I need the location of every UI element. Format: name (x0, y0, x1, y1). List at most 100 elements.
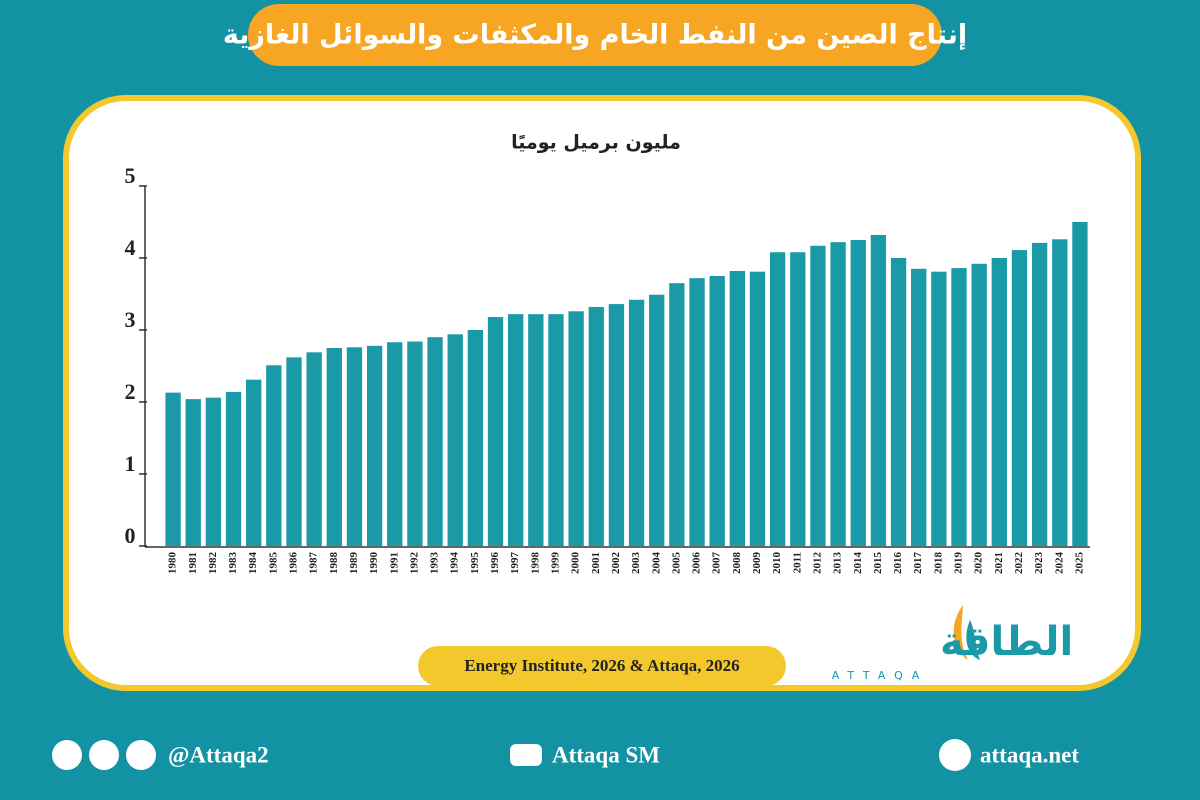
x-tick-label: 2023 (1033, 552, 1045, 575)
x-tick-label: 1984 (247, 552, 259, 575)
bar (447, 334, 463, 546)
title: إنتاج الصين من النفط الخام والمكثفات وال… (223, 20, 967, 51)
bar (1072, 222, 1088, 546)
youtube-icon (510, 744, 542, 766)
x-tick-label: 2011 (791, 552, 803, 573)
x-tick-label: 2014 (852, 552, 864, 575)
x-tick-label: 2007 (711, 552, 723, 575)
bar (971, 263, 987, 546)
bar (649, 294, 665, 546)
bar (628, 299, 645, 546)
x-tick-label: 2015 (872, 552, 884, 575)
x-tick-label: 2000 (570, 552, 582, 575)
x-tick-label: 2013 (832, 552, 844, 575)
x-tick-label: 1987 (308, 552, 320, 575)
source-pill (418, 646, 786, 686)
x-tick-label: 2008 (731, 552, 743, 575)
bar (1011, 250, 1028, 546)
y-tick-label: 3 (125, 307, 136, 332)
x-tick-label: 2017 (912, 552, 924, 575)
x-tick-label: 1982 (207, 552, 219, 575)
logo-text: الطاقة (940, 619, 1073, 665)
x-tick-label: 1988 (328, 552, 340, 575)
x-tick-label: 2005 (670, 552, 682, 575)
bar (709, 276, 725, 546)
x-tick-label: 1995 (469, 552, 481, 575)
bar (387, 342, 403, 546)
x-tick-label: 2006 (691, 552, 703, 575)
social-handle: @Attaqa2 (168, 742, 269, 768)
logo-flame (966, 620, 980, 660)
bar (568, 311, 584, 546)
bar (467, 330, 484, 546)
bar (366, 345, 383, 546)
bar (1052, 239, 1068, 546)
bar (669, 283, 685, 546)
y-tick-label: 2 (125, 379, 136, 404)
bar (346, 347, 363, 546)
bar (769, 252, 786, 547)
bar (528, 314, 544, 546)
bar (246, 379, 262, 546)
website: attaqa.net (980, 742, 1079, 767)
bar (830, 242, 846, 546)
x-tick-label: 1992 (408, 552, 420, 575)
bar (931, 271, 947, 546)
bar (548, 314, 564, 546)
y-tick-label: 1 (125, 451, 136, 476)
facebook-icon (126, 740, 156, 770)
bar (608, 304, 625, 546)
x-tick-label: 2001 (590, 552, 602, 574)
bar (790, 252, 806, 547)
bar (991, 258, 1007, 546)
plot: 0 1 2 3 4 5 1980 1981 1982 1983 1984 1985 1986 1987 19… (125, 163, 1088, 574)
bar (266, 365, 282, 546)
social-icons (52, 739, 971, 771)
x-tick-label: 2009 (751, 552, 763, 575)
x-tick-label: 2010 (771, 552, 783, 575)
bar (165, 392, 181, 546)
x-tick-label: 2021 (993, 552, 1005, 574)
x-tick-label: 2024 (1053, 552, 1065, 575)
logo-flame (953, 605, 968, 660)
x-tick-label: 2018 (932, 552, 944, 575)
logo-latin: ATTAQA (832, 669, 929, 682)
bar (870, 234, 887, 546)
bar (729, 270, 745, 546)
x-tick-label: 1981 (187, 552, 199, 574)
y-tick-label: 0 (125, 523, 136, 548)
x-tick-label: 1993 (429, 552, 441, 575)
x-tick-label: 2003 (630, 552, 642, 575)
bar (407, 341, 423, 546)
bar (951, 268, 967, 546)
y-tick-label: 4 (125, 235, 136, 260)
x-tick-label: 1991 (388, 552, 400, 574)
x-tick-label: 2020 (973, 552, 985, 575)
bar (508, 314, 524, 546)
bar (205, 397, 222, 546)
bar (689, 278, 705, 546)
x-tick-label: 1983 (227, 552, 239, 575)
bar (306, 352, 322, 546)
bar (911, 268, 927, 546)
x-tick-label: 2002 (610, 552, 622, 575)
x-tick-label: 1997 (509, 552, 521, 575)
x-tick-label: 2022 (1013, 552, 1025, 575)
x-tick-label: 1986 (288, 552, 300, 575)
source: Energy Institute, 2026 & Attaqa, 2026 (464, 656, 739, 675)
web-icon (939, 739, 971, 771)
instagram-icon (89, 740, 119, 770)
x-tick-label: 1996 (489, 552, 501, 575)
x-tick-label: 1985 (267, 552, 279, 575)
x-tick-label: 2019 (953, 552, 965, 575)
x-tick-label: 1990 (368, 552, 380, 575)
bar (588, 306, 604, 546)
x-tick-label: 2012 (811, 552, 823, 575)
youtube-handle: Attaqa SM (552, 742, 660, 767)
x-tick-label: 1980 (167, 552, 179, 575)
bar (286, 357, 302, 546)
bar (185, 399, 201, 546)
x-tick-label: 2016 (892, 552, 904, 575)
